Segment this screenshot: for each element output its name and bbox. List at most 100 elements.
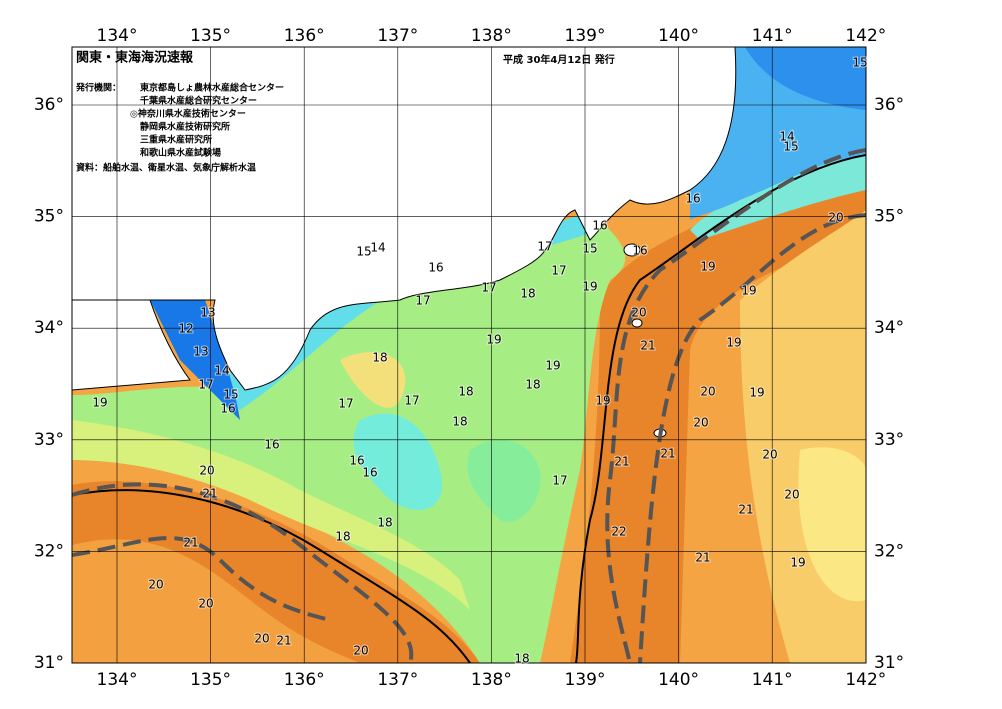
contour-label: 20 [762, 448, 777, 462]
contour-label: 14 [370, 241, 385, 255]
contour-label: 21 [183, 536, 198, 550]
contour-label: 19 [700, 260, 715, 274]
contour-label: 16 [349, 454, 364, 468]
contour-label: 22 [611, 525, 626, 539]
lon-tick-label: 136° [284, 670, 325, 690]
contour-label: 17 [415, 294, 430, 308]
lat-tick-label: 33° [34, 430, 64, 450]
issuer: 千葉県水産総合研究センター [140, 95, 257, 107]
header: 関東・東海海況速報 平成 30年4月12日 発行 発行機関： 資料：船舶水温、衛… [75, 50, 615, 174]
contour-label: 16 [685, 192, 700, 206]
lat-tick-label: 31° [34, 653, 64, 673]
contour-label: 20 [199, 464, 214, 478]
contour-label: 21 [202, 487, 217, 501]
lon-tick-label: 140° [658, 670, 699, 690]
contour-label: 16 [220, 402, 235, 416]
contour-label: 18 [514, 652, 529, 666]
contour-label: 19 [545, 359, 560, 373]
contour-label: 20 [700, 385, 715, 399]
contour-label: 14 [214, 364, 229, 378]
contour-label: 20 [693, 416, 708, 430]
contour-label: 18 [372, 351, 387, 365]
lat-tick-label: 32° [34, 541, 64, 561]
lon-tick-label: 136° [284, 26, 325, 46]
contour-label: 19 [790, 556, 805, 570]
contour-label: 19 [741, 284, 756, 298]
lon-tick-label: 135° [190, 26, 231, 46]
contour-label: 13 [200, 306, 215, 320]
contour-label: 20 [784, 488, 799, 502]
lat-tick-label: 34° [34, 318, 64, 338]
lon-tick-label: 139° [565, 26, 606, 46]
lon-tick-label: 142° [845, 670, 886, 690]
contour-label: 20 [631, 306, 646, 320]
contour-label: 18 [335, 530, 350, 544]
contour-label: 17 [552, 474, 567, 488]
issue-date: 平成 30年4月12日 発行 [503, 53, 615, 66]
contour-label: 14 [779, 130, 794, 144]
lon-tick-label: 139° [565, 670, 606, 690]
contour-label: 21 [738, 503, 753, 517]
contour-label: 18 [452, 415, 467, 429]
contour-label: 17 [404, 394, 419, 408]
lat-tick-label: 35° [34, 207, 64, 227]
contour-label: 21 [276, 634, 291, 648]
contour-label: 19 [582, 280, 597, 294]
lon-tick-label: 142° [845, 26, 886, 46]
contour-label: 17 [551, 264, 566, 278]
contour-label: 20 [254, 632, 269, 646]
contour-label: 17 [537, 240, 552, 254]
issuer-label: 発行機関： [75, 82, 121, 94]
lon-tick-label: 138° [471, 670, 512, 690]
lon-tick-label: 141° [752, 670, 793, 690]
lon-tick-label: 140° [658, 26, 699, 46]
contour-label: 15 [223, 388, 238, 402]
contour-label: 19 [486, 333, 501, 347]
contour-label: 17 [338, 397, 353, 411]
contour-label: 16 [362, 466, 377, 480]
contour-label: 21 [695, 551, 710, 565]
contour-label: 18 [520, 287, 535, 301]
lat-tick-label: 33° [874, 430, 904, 450]
contour-label: 21 [614, 455, 629, 469]
contour-label: 18 [458, 385, 473, 399]
lon-tick-label: 138° [471, 26, 512, 46]
lat-tick-label: 36° [874, 95, 904, 115]
lon-tick-label: 137° [377, 670, 418, 690]
issuer: ◎神奈川県水産技術センター [130, 108, 246, 120]
map-frame [71, 46, 867, 664]
contour-label: 15 [852, 56, 867, 70]
lon-tick-label: 141° [752, 26, 793, 46]
contour-label: 20 [148, 578, 163, 592]
lat-tick-label: 36° [34, 95, 64, 115]
contour-label: 15 [356, 245, 371, 259]
contour-label: 20 [353, 644, 368, 658]
contour-label: 19 [92, 396, 107, 410]
contour-label: 15 [783, 140, 798, 154]
contour-label: 18 [525, 378, 540, 392]
contour-label: 17 [198, 378, 213, 392]
contour-label: 18 [377, 516, 392, 530]
issuer: 東京都島しょ農林水産総合センター [140, 82, 284, 94]
contour-label: 19 [726, 336, 741, 350]
lon-tick-label: 134° [97, 670, 138, 690]
contour-label: 13 [193, 345, 208, 359]
lat-tick-label: 35° [874, 207, 904, 227]
contour-label: 21 [640, 339, 655, 353]
contour-label: 19 [595, 394, 610, 408]
issuer: 和歌山県水産試験場 [139, 147, 221, 159]
contour-label: 21 [660, 447, 675, 461]
lon-tick-label: 134° [97, 26, 138, 46]
title: 関東・東海海況速報 [76, 50, 194, 66]
contour-label: 20 [828, 211, 843, 225]
contour-label: 16 [264, 438, 279, 452]
source: 資料：船舶水温、衛星水温、気象庁解析水温 [76, 162, 256, 174]
lat-tick-label: 34° [874, 318, 904, 338]
issuer: 静岡県水産技術研究所 [140, 121, 230, 133]
contour-label: 16 [428, 261, 443, 275]
contour-label: 15 [582, 242, 597, 256]
contour-label: 20 [198, 597, 213, 611]
contour-label: 17 [481, 281, 496, 295]
lat-tick-label: 32° [874, 541, 904, 561]
